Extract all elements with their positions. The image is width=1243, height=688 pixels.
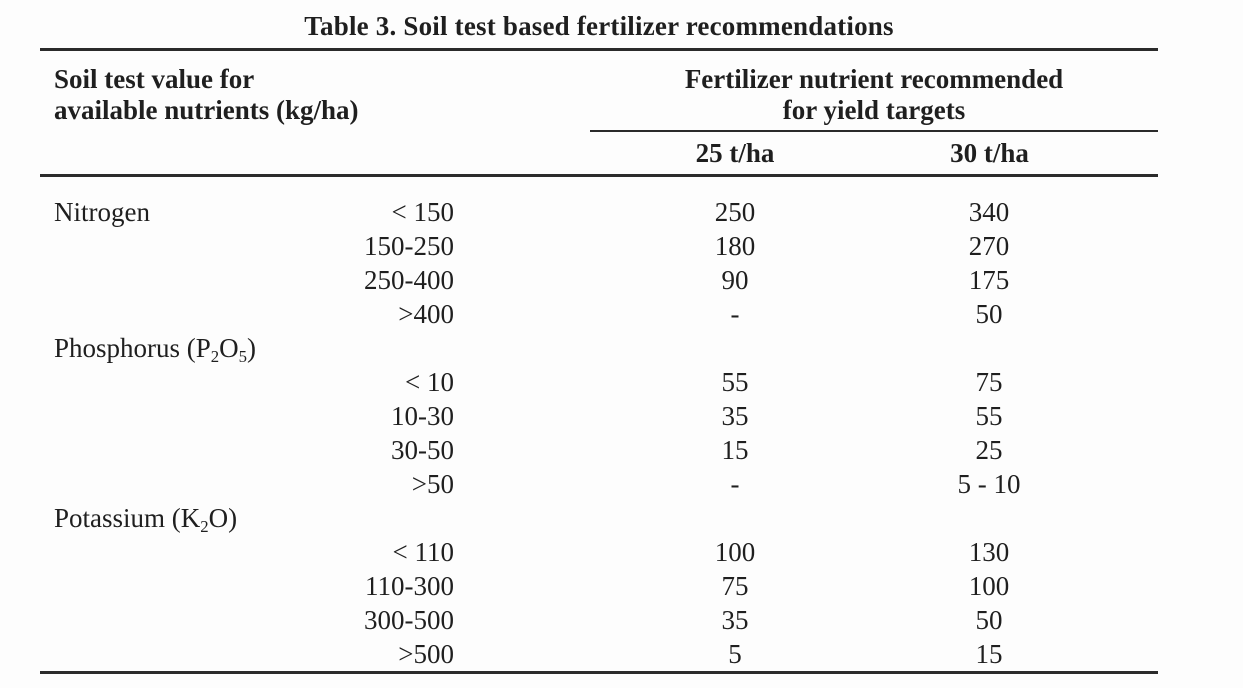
value-25tha: 180 (714, 231, 756, 261)
table-body: Nitrogen < 150 250 340 150-250 180 270 2… (40, 176, 1158, 673)
fertilizer-recommendation-table: Soil test value for available nutrients … (40, 48, 1159, 674)
table-row-nitrogen-3: 250-400 90 175 (40, 263, 1158, 297)
formula-subscript: 2 (210, 346, 220, 366)
spacer-cell (40, 365, 230, 399)
spacer-cell (40, 467, 230, 501)
section-row-phosphorus: Phosphorus (P2O5) (40, 331, 1158, 365)
soil-test-range: < 10 (405, 367, 454, 397)
table-row-potassium-1: < 110 100 130 (40, 535, 1158, 569)
spacer-cell (40, 131, 230, 177)
table-row-potassium-2: 110-300 75 100 (40, 569, 1158, 603)
spacer-cell (40, 603, 230, 637)
spacer-cell (40, 229, 230, 263)
table-row-nitrogen-2: 150-250 180 270 (40, 229, 1158, 263)
soil-test-range: 30-50 (391, 435, 454, 465)
yield-25-header: 25 t/ha (590, 131, 880, 177)
value-25tha: 90 (721, 265, 749, 295)
soil-test-range: 10-30 (391, 401, 454, 431)
nutrient-name-nitrogen: Nitrogen (40, 195, 230, 229)
soil-test-range: 250-400 (364, 265, 454, 295)
soil-test-header-line1: Soil test value for (54, 64, 255, 94)
value-25tha: - (730, 469, 740, 499)
fertilizer-column-header: Fertilizer nutrient recommended for yiel… (590, 49, 1159, 132)
value-30tha: 270 (968, 231, 1010, 261)
yield-target-header-row: 25 t/ha 30 t/ha (40, 131, 1159, 177)
spacer-cell (40, 176, 1158, 196)
soil-test-range: < 150 (391, 197, 454, 227)
spacer-cell (40, 297, 230, 331)
value-25tha: 35 (721, 401, 749, 431)
value-30tha: 75 (975, 367, 1003, 397)
table-header: Soil test value for available nutrients … (40, 49, 1159, 177)
value-25tha: 100 (714, 537, 756, 567)
value-30tha: 25 (975, 435, 1003, 465)
value-30tha: 130 (968, 537, 1010, 567)
table-row-nitrogen-1: Nitrogen < 150 250 340 (40, 195, 1158, 229)
value-25tha: 55 (721, 367, 749, 397)
soil-test-column-header: Soil test value for available nutrients … (40, 50, 590, 132)
value-30tha: 15 (975, 639, 1003, 669)
soil-test-range: < 110 (392, 537, 454, 567)
value-25tha: 15 (721, 435, 749, 465)
value-30tha: 55 (975, 401, 1003, 431)
spacer-cell (40, 637, 230, 673)
nutrient-name-phosphorus: Phosphorus (P2O5) (40, 331, 1158, 365)
value-25tha: - (730, 299, 740, 329)
spacer-cell (40, 535, 230, 569)
value-30tha: 5 - 10 (957, 469, 1021, 499)
value-30tha: 50 (975, 299, 1003, 329)
fertilizer-header-line2: for yield targets (782, 95, 966, 125)
spacer-row (40, 176, 1158, 196)
formula-close: ) (228, 503, 238, 533)
table-row-phosphorus-3: 30-50 15 25 (40, 433, 1158, 467)
spacer-cell (40, 263, 230, 297)
yield-30-header: 30 t/ha (880, 131, 1159, 177)
table-row-potassium-4: >500 5 15 (40, 637, 1158, 673)
soil-test-header-line2: available nutrients (kg/ha) (54, 95, 359, 125)
formula-element: O (219, 333, 239, 363)
value-25tha: 5 (728, 639, 742, 669)
soil-test-range: 110-300 (365, 571, 454, 601)
nutrient-label: Potassium (K (54, 503, 201, 533)
header-group-row: Soil test value for available nutrients … (40, 49, 1159, 132)
value-30tha: 50 (975, 605, 1003, 635)
spacer-cell (40, 569, 230, 603)
spacer-cell (40, 433, 230, 467)
formula-subscript: 5 (238, 346, 248, 366)
value-25tha: 75 (721, 571, 749, 601)
soil-test-range: >400 (398, 299, 454, 329)
formula-close: ) (247, 333, 257, 363)
table-row-phosphorus-1: < 10 55 75 (40, 365, 1158, 399)
soil-test-range: >50 (411, 469, 454, 499)
table-row-nitrogen-4: >400 - 50 (40, 297, 1158, 331)
soil-test-range: 150-250 (364, 231, 454, 261)
spacer-cell (230, 131, 590, 177)
formula-subscript: 2 (200, 516, 209, 536)
fertilizer-header-line1: Fertilizer nutrient recommended (684, 64, 1064, 94)
spacer-cell (40, 399, 230, 433)
value-25tha: 250 (714, 197, 756, 227)
formula-element: O (208, 503, 229, 533)
table-row-potassium-3: 300-500 35 50 (40, 603, 1158, 637)
value-30tha: 340 (968, 197, 1010, 227)
table-row-phosphorus-2: 10-30 35 55 (40, 399, 1158, 433)
nutrient-name-potassium: Potassium (K2O) (40, 501, 1158, 535)
value-25tha: 35 (721, 605, 749, 635)
nutrient-label: Nitrogen (54, 197, 150, 227)
soil-test-range: 300-500 (364, 605, 454, 635)
table-row-phosphorus-4: >50 - 5 - 10 (40, 467, 1158, 501)
section-row-potassium: Potassium (K2O) (40, 501, 1158, 535)
value-30tha: 175 (968, 265, 1010, 295)
table-title: Table 3. Soil test based fertilizer reco… (304, 11, 894, 41)
nutrient-label: Phosphorus (P (54, 333, 211, 363)
soil-test-range: >500 (398, 639, 454, 669)
value-30tha: 100 (968, 571, 1010, 601)
